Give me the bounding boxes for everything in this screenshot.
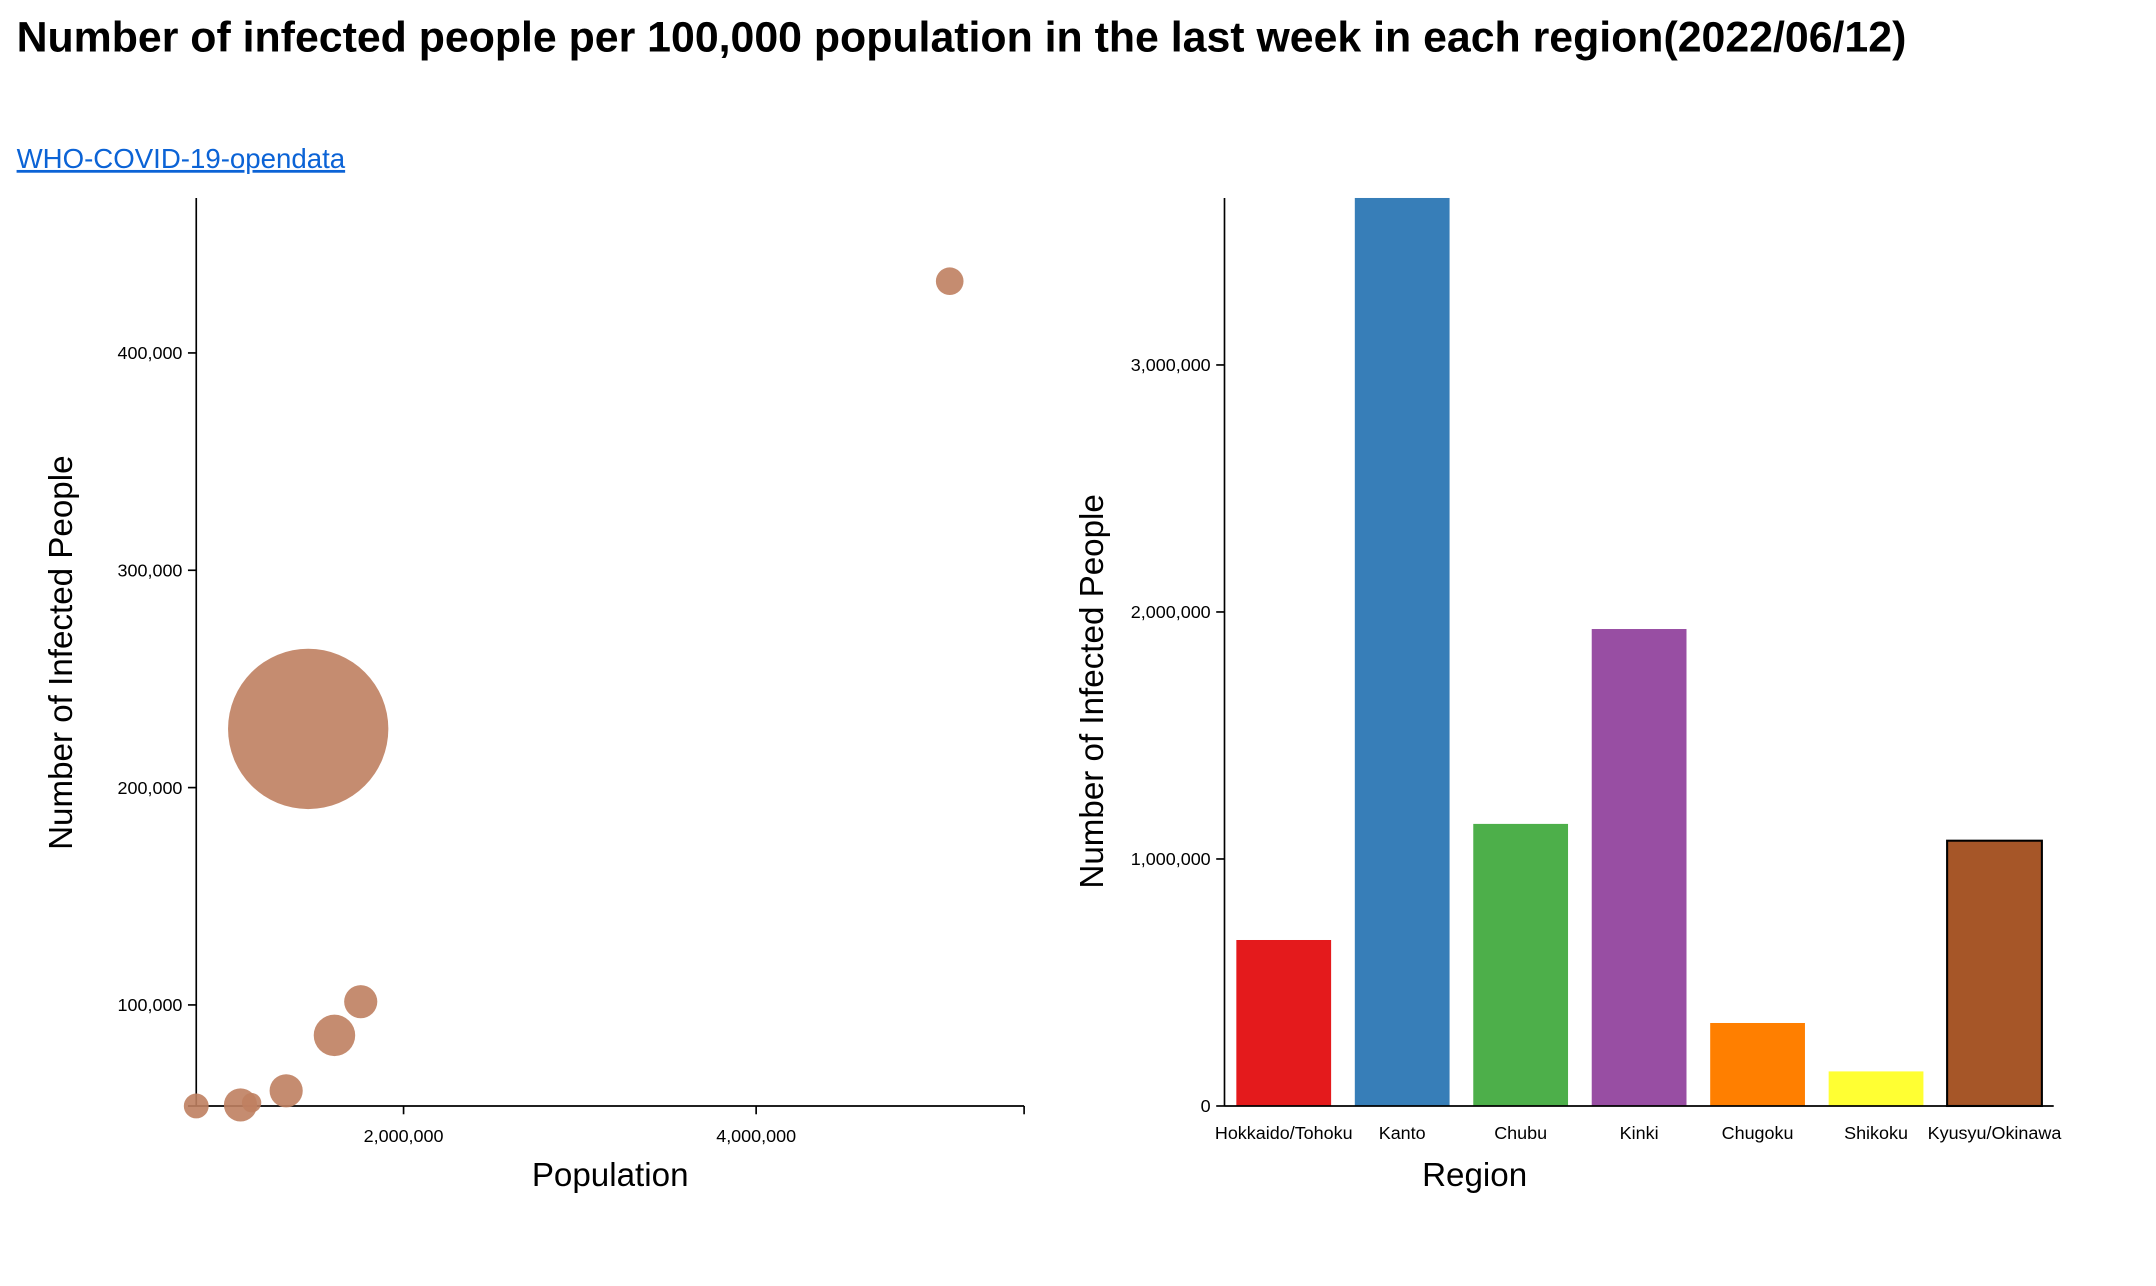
bar bbox=[1710, 1022, 1805, 1106]
bubble bbox=[241, 1093, 262, 1113]
x-tick-label: Chugoku bbox=[1722, 1123, 1794, 1143]
bar bbox=[1236, 939, 1332, 1106]
bubble bbox=[228, 648, 389, 810]
x-tick-label: Kanto bbox=[1379, 1123, 1426, 1143]
y-tick-label: 2,000,000 bbox=[1131, 602, 1211, 622]
y-tick-label: 0 bbox=[1201, 1096, 1211, 1116]
x-tick-label: Hokkaido/Tohoku bbox=[1215, 1123, 1353, 1143]
x-axis-title: Population bbox=[532, 1157, 689, 1194]
bar bbox=[1354, 197, 1450, 1106]
y-tick-label: 1,000,000 bbox=[1131, 849, 1211, 869]
x-tick-label: Shikoku bbox=[1844, 1123, 1908, 1143]
x-tick-label: 2,000,000 bbox=[364, 1126, 444, 1146]
chart-title: Number of infected people per 100,000 po… bbox=[17, 14, 1907, 62]
bubble bbox=[344, 985, 378, 1019]
bubble bbox=[183, 1093, 209, 1119]
bubble bbox=[313, 1014, 356, 1057]
source-link[interactable]: WHO-COVID-19-opendata bbox=[17, 143, 346, 174]
y-tick-label: 300,000 bbox=[118, 560, 183, 580]
bar bbox=[1473, 823, 1569, 1106]
x-tick-label: Chubu bbox=[1494, 1123, 1547, 1143]
x-axis-title: Region bbox=[1422, 1157, 1527, 1194]
y-tick-label: 400,000 bbox=[118, 343, 183, 363]
bar bbox=[1828, 1071, 1924, 1106]
bubble bbox=[935, 267, 964, 296]
source-link-text[interactable]: WHO-COVID-19-opendata bbox=[17, 143, 346, 174]
bar bbox=[1591, 629, 1687, 1106]
y-tick-label: 200,000 bbox=[118, 778, 183, 798]
bubble bbox=[269, 1074, 303, 1108]
x-tick-label: Kyusyu/Okinawa bbox=[1928, 1123, 2062, 1143]
y-tick-label: 100,000 bbox=[118, 995, 183, 1015]
x-tick-label: 4,000,000 bbox=[716, 1126, 796, 1146]
x-tick-label: Kinki bbox=[1620, 1123, 1659, 1143]
y-axis-title: Number of Infected People bbox=[1074, 494, 1111, 888]
y-axis-title: Number of Infected People bbox=[43, 455, 80, 849]
y-tick-label: 3,000,000 bbox=[1131, 355, 1211, 375]
bar bbox=[1946, 839, 2043, 1108]
